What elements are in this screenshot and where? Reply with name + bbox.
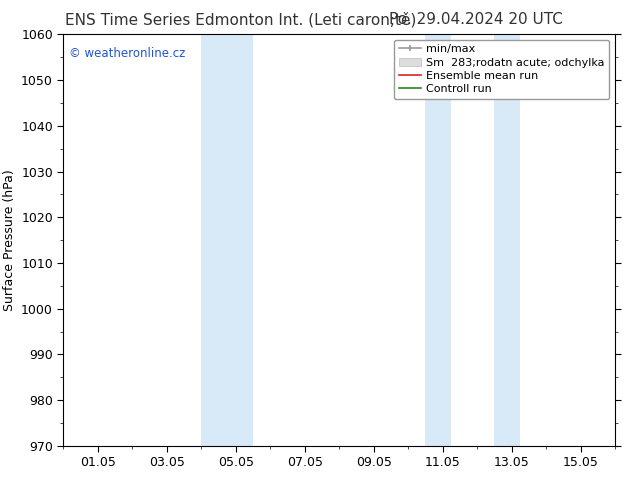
- Bar: [202, 34, 227, 446]
- Bar: [495, 34, 520, 446]
- Bar: [227, 34, 253, 446]
- Bar: [425, 34, 451, 446]
- Text: © weatheronline.cz: © weatheronline.cz: [69, 47, 185, 60]
- Legend: min/max, Sm  283;rodatn acute; odchylka, Ensemble mean run, Controll run: min/max, Sm 283;rodatn acute; odchylka, …: [394, 40, 609, 99]
- Text: Po. 29.04.2024 20 UTC: Po. 29.04.2024 20 UTC: [389, 12, 562, 27]
- Text: ENS Time Series Edmonton Int. (Leti caron;tě): ENS Time Series Edmonton Int. (Leti caro…: [65, 12, 417, 28]
- Y-axis label: Surface Pressure (hPa): Surface Pressure (hPa): [3, 169, 16, 311]
